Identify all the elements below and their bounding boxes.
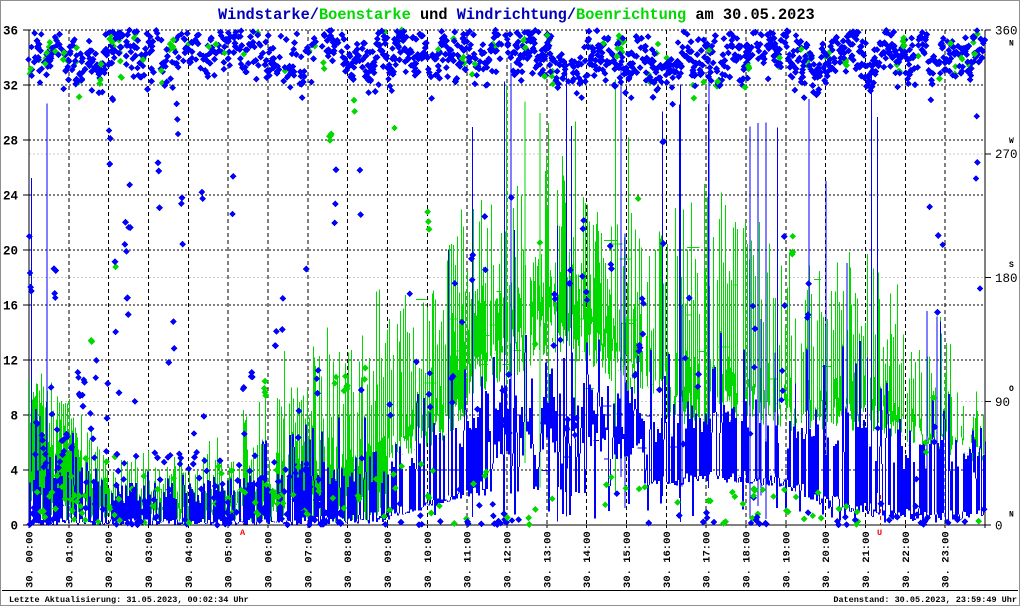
- svg-text:8: 8: [10, 410, 18, 424]
- svg-text:N: N: [1009, 511, 1014, 520]
- svg-text:A: A: [240, 528, 246, 538]
- svg-text:30. 18:00: 30. 18:00: [742, 531, 754, 588]
- svg-text:24: 24: [3, 190, 19, 204]
- svg-text:Windstarke/Boenstarke und Wind: Windstarke/Boenstarke und Windrichtung/B…: [218, 6, 815, 24]
- svg-text:30. 03:00: 30. 03:00: [144, 531, 156, 588]
- svg-text:30. 23:00: 30. 23:00: [941, 531, 953, 588]
- svg-text:30. 16:00: 30. 16:00: [662, 531, 674, 588]
- svg-text:30. 20:00: 30. 20:00: [821, 531, 833, 588]
- svg-text:0: 0: [995, 520, 1003, 534]
- svg-text:30. 10:00: 30. 10:00: [423, 531, 435, 588]
- svg-text:W: W: [1009, 137, 1014, 146]
- svg-text:32: 32: [3, 80, 18, 94]
- svg-text:30. 11:00: 30. 11:00: [463, 531, 475, 588]
- svg-text:30. 05:00: 30. 05:00: [224, 531, 236, 588]
- svg-text:Datenstand: 30.05.2023, 23:59:: Datenstand: 30.05.2023, 23:59:49 Uhr: [833, 595, 1017, 605]
- svg-text:30. 15:00: 30. 15:00: [622, 531, 634, 588]
- svg-text:30. 22:00: 30. 22:00: [901, 531, 913, 588]
- svg-text:30. 07:00: 30. 07:00: [303, 531, 315, 588]
- svg-text:30. 14:00: 30. 14:00: [582, 531, 594, 588]
- svg-text:30. 02:00: 30. 02:00: [104, 531, 116, 588]
- svg-text:180: 180: [995, 272, 1018, 286]
- svg-text:36: 36: [3, 25, 18, 39]
- svg-text:28: 28: [3, 135, 18, 149]
- svg-text:N: N: [1009, 40, 1014, 49]
- svg-text:270: 270: [995, 148, 1018, 162]
- svg-text:S: S: [1009, 261, 1014, 270]
- svg-text:30. 13:00: 30. 13:00: [542, 531, 554, 588]
- svg-text:30. 09:00: 30. 09:00: [383, 531, 395, 588]
- svg-text:30. 21:00: 30. 21:00: [861, 531, 873, 588]
- svg-text:20: 20: [3, 245, 18, 259]
- svg-text:30. 19:00: 30. 19:00: [781, 531, 793, 588]
- svg-text:30. 04:00: 30. 04:00: [184, 531, 196, 588]
- svg-text:30. 01:00: 30. 01:00: [64, 531, 76, 588]
- svg-text:90: 90: [995, 396, 1010, 410]
- svg-text:360: 360: [995, 25, 1018, 39]
- svg-text:16: 16: [3, 300, 18, 314]
- svg-text:O: O: [1009, 385, 1014, 394]
- svg-text:U: U: [877, 528, 882, 538]
- svg-text:30. 17:00: 30. 17:00: [702, 531, 714, 588]
- svg-text:30. 06:00: 30. 06:00: [264, 531, 276, 588]
- svg-text:Letzte Aktualisierung: 31.05.2: Letzte Aktualisierung: 31.05.2023, 00:02…: [9, 595, 249, 605]
- svg-text:0: 0: [10, 520, 18, 534]
- svg-text:30. 12:00: 30. 12:00: [503, 531, 515, 588]
- svg-text:12: 12: [3, 355, 18, 369]
- svg-text:30. 08:00: 30. 08:00: [343, 531, 355, 588]
- svg-text:4: 4: [10, 465, 18, 479]
- svg-text:30. 00:00: 30. 00:00: [25, 531, 37, 588]
